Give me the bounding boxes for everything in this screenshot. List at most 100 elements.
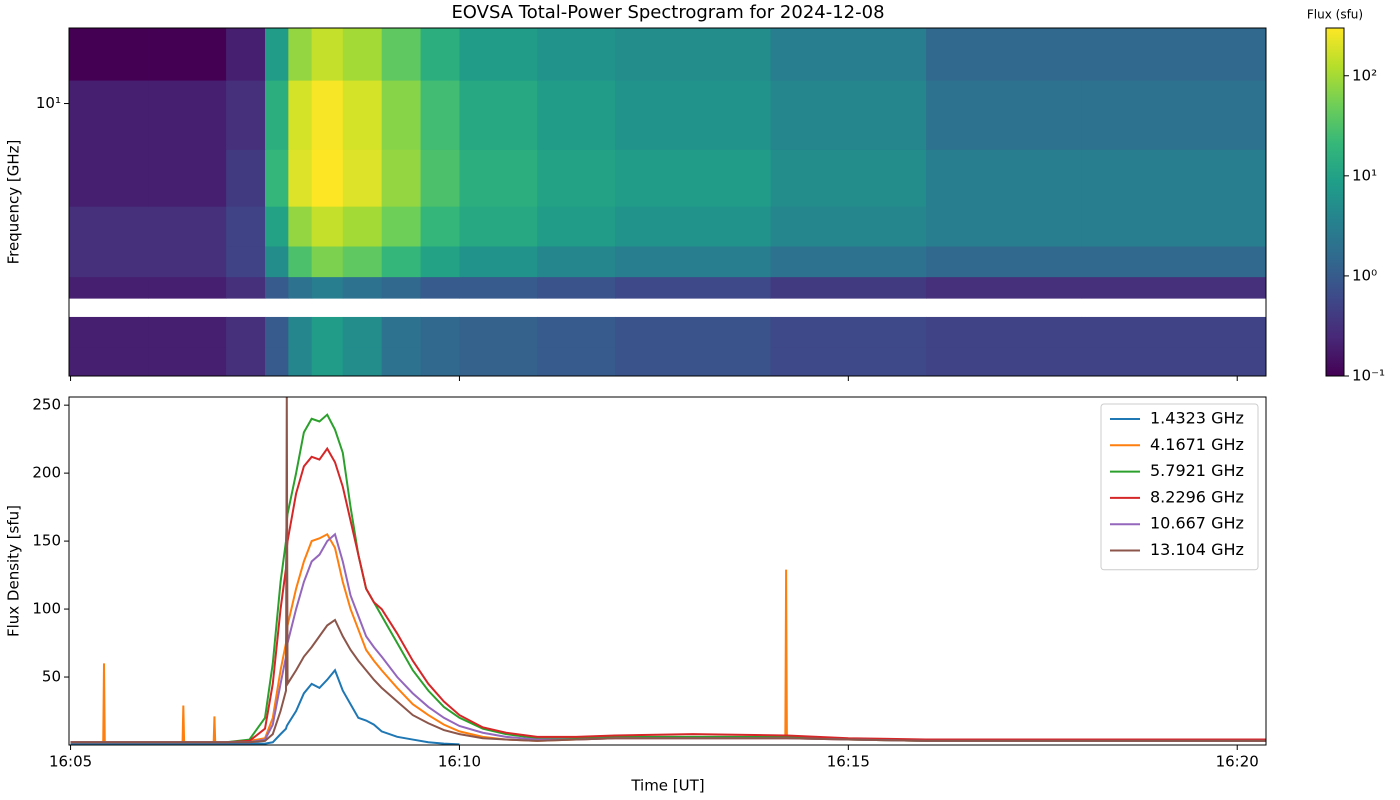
- heatmap-cell: [69, 316, 149, 348]
- x-axis-label: Time [UT]: [630, 777, 704, 795]
- heatmap-cell: [381, 80, 422, 150]
- x-tick-label: 16:20: [1216, 753, 1259, 771]
- heatmap-cell: [459, 347, 538, 376]
- heatmap-cell: [1081, 149, 1266, 207]
- heatmap-cell: [615, 80, 772, 150]
- heatmap-cell: [288, 316, 313, 348]
- colorbar-tick-label: 10²: [1352, 66, 1377, 84]
- heatmap-cell: [311, 246, 344, 278]
- heatmap-cell: [537, 347, 616, 376]
- heatmap-cell: [288, 206, 313, 247]
- y-axis-label: Flux Density [sfu]: [5, 505, 23, 637]
- y-tick-label: 250: [32, 396, 61, 414]
- heatmap-cell: [288, 246, 313, 278]
- heatmap-cell: [381, 28, 422, 81]
- heatmap-cell: [265, 28, 289, 81]
- legend-label: 10.667 GHz: [1150, 514, 1244, 533]
- heatmap-cell: [226, 80, 266, 150]
- heatmap-cell: [926, 316, 1083, 348]
- heatmap-cell: [265, 149, 289, 207]
- heatmap-cell: [420, 80, 460, 150]
- heatmap-cell: [381, 206, 422, 247]
- heatmap-cell: [420, 28, 460, 81]
- plot-area: [70, 397, 1266, 745]
- heatmap-cell: [459, 246, 538, 278]
- heatmap-cell: [265, 206, 289, 247]
- heatmap-cell: [459, 316, 538, 348]
- heatmap-cell: [381, 149, 422, 207]
- heatmap-cell: [615, 316, 772, 348]
- heatmap-cell: [459, 149, 538, 207]
- heatmap-cell: [770, 246, 927, 278]
- heatmap-cell: [537, 80, 616, 150]
- data-line: [70, 446, 1266, 744]
- y-tick-label: 100: [32, 600, 61, 618]
- heatmap-cell: [1081, 246, 1266, 278]
- heatmap-cell: [311, 80, 344, 150]
- heatmap-cell: [1081, 347, 1266, 376]
- heatmap-cell: [420, 276, 460, 299]
- heatmap-cell: [342, 80, 383, 150]
- y-tick-label: 50: [42, 668, 61, 686]
- legend-label: 8.2296 GHz: [1150, 487, 1244, 506]
- heatmap-cell: [459, 80, 538, 150]
- x-tick-label: 16:15: [827, 753, 870, 771]
- heatmap-cell: [288, 276, 313, 299]
- heatmap-cell: [615, 347, 772, 376]
- heatmap-cell: [69, 347, 149, 376]
- legend-box: [1100, 403, 1259, 571]
- heatmap-cell: [381, 246, 422, 278]
- data-line: [70, 397, 1266, 744]
- heatmap-cell: [265, 80, 289, 150]
- heatmap-cell: [420, 347, 460, 376]
- y-tick-label: 10¹: [36, 94, 61, 112]
- heatmap-cell: [342, 149, 383, 207]
- heatmap-cell: [69, 80, 149, 150]
- heatmap-cell: [288, 80, 313, 150]
- heatmap-cell: [615, 28, 772, 81]
- heatmap-cell: [537, 276, 616, 299]
- heatmap-cell: [1081, 80, 1266, 150]
- heatmap-cell: [537, 316, 616, 348]
- heatmap-cell: [69, 206, 149, 247]
- heatmap-cell: [311, 276, 344, 299]
- y-tick-label: 200: [32, 464, 61, 482]
- heatmap-cell: [926, 206, 1083, 247]
- heatmap-cell: [1081, 206, 1266, 247]
- heatmap-cell: [770, 276, 927, 299]
- heatmap-cell: [226, 206, 266, 247]
- heatmap-cell: [770, 28, 927, 81]
- y-axis-label: Frequency [GHz]: [5, 140, 23, 265]
- heatmap-cell: [226, 316, 266, 348]
- heatmap-cell: [265, 276, 289, 299]
- heatmap: [69, 28, 1266, 376]
- heatmap-cell: [148, 149, 227, 207]
- heatmap-cell: [148, 246, 227, 278]
- axes-frame: [68, 27, 1267, 377]
- heatmap-cell: [265, 246, 289, 278]
- heatmap-cell: [342, 28, 383, 81]
- y-tick-label: 150: [32, 532, 61, 550]
- heatmap-cell: [459, 206, 538, 247]
- colorbar-tick-label: 10⁰: [1352, 266, 1377, 284]
- heatmap-cell: [926, 28, 1083, 81]
- heatmap-cell: [148, 206, 227, 247]
- heatmap-cell: [381, 276, 422, 299]
- heatmap-cell: [1081, 316, 1266, 348]
- heatmap-cell: [926, 347, 1083, 376]
- heatmap-cell: [148, 316, 227, 348]
- heatmap-cell: [537, 149, 616, 207]
- heatmap-cell: [770, 316, 927, 348]
- heatmap-cell: [381, 316, 422, 348]
- colorbar-tick-label: 10⁻¹: [1352, 367, 1385, 385]
- heatmap-cell: [770, 149, 927, 207]
- heatmap-cell: [226, 276, 266, 299]
- heatmap-cell: [420, 316, 460, 348]
- heatmap-cell: [226, 246, 266, 278]
- heatmap-cell: [381, 347, 422, 376]
- legend-label: 4.1671 GHz: [1150, 435, 1244, 454]
- heatmap-cell: [770, 206, 927, 247]
- colorbar-label: Flux (sfu): [1307, 8, 1363, 22]
- heatmap-cell: [148, 80, 227, 150]
- heatmap-cell: [420, 206, 460, 247]
